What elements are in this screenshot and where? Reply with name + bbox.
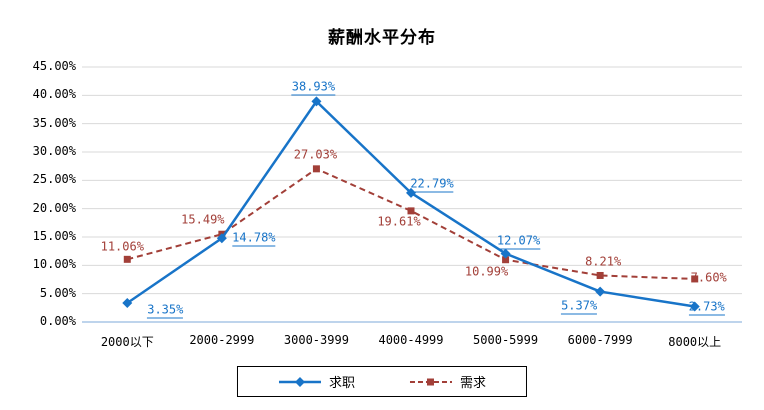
legend: 求职 需求 [236, 366, 528, 397]
data-point-marker [406, 187, 416, 198]
data-point-marker [123, 255, 131, 263]
line-diamond-icon [278, 376, 321, 387]
legend-item-demand: 需求 [409, 372, 486, 391]
data-point-marker [500, 248, 511, 259]
data-point-marker [689, 301, 700, 312]
legend-item-jobseeker: 求职 [278, 372, 355, 391]
data-point-marker [407, 207, 415, 215]
data-point-marker [596, 271, 604, 279]
chart-title: 薪酬水平分布 [328, 28, 436, 48]
data-point-marker [122, 298, 133, 309]
legend-label: 需求 [460, 376, 487, 391]
data-point-marker [502, 256, 510, 264]
data-point-marker [691, 275, 699, 283]
data-point-marker [312, 165, 320, 173]
data-point-marker [311, 96, 322, 107]
dashed-line-square-icon [410, 378, 452, 385]
data-point-marker [216, 233, 227, 244]
legend-label: 求职 [328, 376, 355, 391]
data-point-marker [595, 286, 606, 297]
